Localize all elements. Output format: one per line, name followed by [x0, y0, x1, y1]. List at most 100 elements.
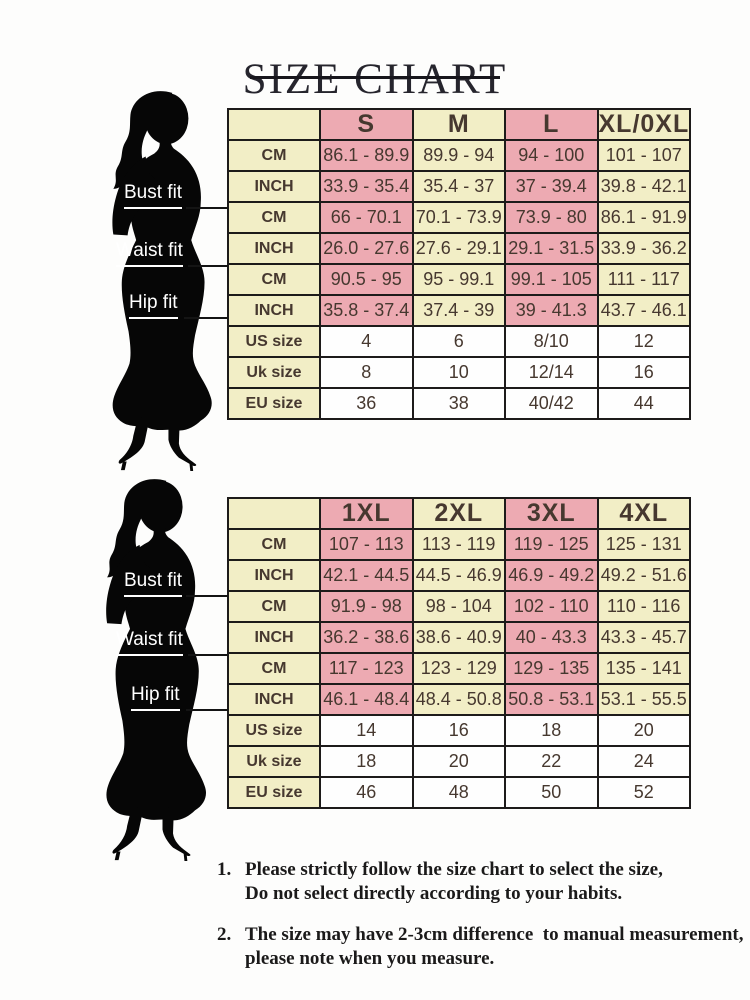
table-row: INCH 36.2 - 38.6 38.6 - 40.9 40 - 43.3 43.3 … — [227, 621, 691, 654]
size-value-cell: 18 — [319, 745, 414, 778]
size-value-cell: 33.9 - 36.2 — [596, 232, 691, 265]
size-value-cell: 107 - 113 — [319, 528, 414, 561]
table-row: US size 4 6 8/10 12 — [227, 325, 691, 358]
size-value-cell: 18 — [504, 714, 599, 747]
table-row: EU size 46 48 50 52 — [227, 776, 691, 809]
footnote-number: 2. — [217, 924, 232, 945]
size-column-header: 3XL — [504, 497, 599, 530]
size-value-cell: 110 - 116 — [596, 590, 691, 623]
size-value-cell: 50 — [504, 776, 599, 809]
row-label: INCH — [227, 621, 321, 654]
size-value-cell: 22 — [504, 745, 599, 778]
size-value-cell: 49.2 - 51.6 — [596, 559, 691, 592]
bust-leader-line — [186, 207, 228, 209]
table-row: CM 117 - 123 123 - 129 129 - 135 135 - 141 — [227, 652, 691, 685]
row-label: EU size — [227, 387, 321, 420]
footnote-line: Please strictly follow the size chart to… — [245, 859, 663, 880]
hip-leader-line — [186, 709, 228, 711]
title-underline — [250, 76, 500, 79]
size-value-cell: 73.9 - 80 — [504, 201, 599, 234]
size-column-header: 4XL — [596, 497, 691, 530]
size-value-cell: 37.4 - 39 — [411, 294, 506, 327]
table-row: CM 66 - 70.1 70.1 - 73.9 73.9 - 80 86.1 - 91… — [227, 201, 691, 234]
size-value-cell: 12 — [596, 325, 691, 358]
table-row: INCH 35.8 - 37.4 37.4 - 39 39 - 41.3 43.7 - … — [227, 294, 691, 327]
size-value-cell: 119 - 125 — [504, 528, 599, 561]
footnote-line: The size may have 2-3cm difference to ma… — [245, 924, 744, 945]
size-value-cell: 24 — [596, 745, 691, 778]
size-value-cell: 37 - 39.4 — [504, 170, 599, 203]
size-value-cell: 4 — [319, 325, 414, 358]
footnote-line: please note when you measure. — [245, 948, 495, 969]
size-value-cell: 8/10 — [504, 325, 599, 358]
size-value-cell: 50.8 - 53.1 — [504, 683, 599, 716]
size-value-cell: 6 — [411, 325, 506, 358]
footnote-2: 2. The size may have 2-3cm difference to… — [217, 923, 744, 971]
corner-cell — [227, 108, 321, 141]
size-value-cell: 113 - 119 — [411, 528, 506, 561]
table-row: INCH 42.1 - 44.5 44.5 - 46.9 46.9 - 49.2 49.… — [227, 559, 691, 592]
size-value-cell: 91.9 - 98 — [319, 590, 414, 623]
row-label: CM — [227, 528, 321, 561]
waist-leader-line — [188, 654, 228, 656]
table-row: CM 86.1 - 89.9 89.9 - 94 94 - 100 101 - 107 — [227, 139, 691, 172]
size-value-cell: 12/14 — [504, 356, 599, 389]
row-label: CM — [227, 652, 321, 685]
size-value-cell: 125 - 131 — [596, 528, 691, 561]
table-row: Uk size 8 10 12/14 16 — [227, 356, 691, 389]
size-column-header: L — [504, 108, 599, 141]
size-column-header: XL/0XL — [596, 108, 691, 141]
size-table-plus: 1XL 2XL 3XL 4XL CM 107 - 113 113 - 119 119 - 12… — [227, 497, 691, 809]
row-label: INCH — [227, 232, 321, 265]
size-value-cell: 86.1 - 91.9 — [596, 201, 691, 234]
row-label: EU size — [227, 776, 321, 809]
page-title: SIZE CHART — [242, 55, 508, 103]
table-row: CM 90.5 - 95 95 - 99.1 99.1 - 105 111 - 117 — [227, 263, 691, 296]
size-value-cell: 36.2 - 38.6 — [319, 621, 414, 654]
row-label: US size — [227, 714, 321, 747]
size-value-cell: 38 — [411, 387, 506, 420]
waist-leader-line — [188, 265, 228, 267]
size-value-cell: 48 — [411, 776, 506, 809]
size-value-cell: 33.9 - 35.4 — [319, 170, 414, 203]
size-value-cell: 46 — [319, 776, 414, 809]
table-row: INCH 26.0 - 27.6 27.6 - 29.1 29.1 - 31.5 33.… — [227, 232, 691, 265]
size-value-cell: 26.0 - 27.6 — [319, 232, 414, 265]
size-value-cell: 27.6 - 29.1 — [411, 232, 506, 265]
table-row: INCH 33.9 - 35.4 35.4 - 37 37 - 39.4 39.8 - … — [227, 170, 691, 203]
size-value-cell: 35.8 - 37.4 — [319, 294, 414, 327]
table-row: CM 91.9 - 98 98 - 104 102 - 110 110 - 116 — [227, 590, 691, 623]
size-value-cell: 70.1 - 73.9 — [411, 201, 506, 234]
row-label: INCH — [227, 294, 321, 327]
size-value-cell: 66 - 70.1 — [319, 201, 414, 234]
waist-fit-label: Waist fit — [116, 630, 183, 656]
bust-fit-label: Bust fit — [124, 571, 183, 597]
bust-leader-line — [186, 595, 228, 597]
size-value-cell: 53.1 - 55.5 — [596, 683, 691, 716]
size-column-header: 1XL — [319, 497, 414, 530]
size-value-cell: 40/42 — [504, 387, 599, 420]
woman-silhouette-2 — [77, 478, 227, 862]
waist-fit-label: Waist fit — [116, 241, 183, 267]
hip-leader-line — [184, 317, 228, 319]
size-value-cell: 10 — [411, 356, 506, 389]
footnotes: 1. Please strictly follow the size chart… — [217, 858, 744, 988]
table-row: EU size 36 38 40/42 44 — [227, 387, 691, 420]
table-row: Uk size 18 20 22 24 — [227, 745, 691, 778]
size-value-cell: 46.9 - 49.2 — [504, 559, 599, 592]
size-value-cell: 94 - 100 — [504, 139, 599, 172]
row-label: Uk size — [227, 356, 321, 389]
size-value-cell: 20 — [596, 714, 691, 747]
size-value-cell: 129 - 135 — [504, 652, 599, 685]
size-value-cell: 48.4 - 50.8 — [411, 683, 506, 716]
table-row: CM 107 - 113 113 - 119 119 - 125 125 - 131 — [227, 528, 691, 561]
size-value-cell: 99.1 - 105 — [504, 263, 599, 296]
size-value-cell: 43.7 - 46.1 — [596, 294, 691, 327]
row-label: CM — [227, 201, 321, 234]
row-label: INCH — [227, 559, 321, 592]
footnote-line: Do not select directly according to your… — [245, 883, 623, 904]
hip-fit-label: Hip fit — [129, 293, 178, 319]
size-value-cell: 86.1 - 89.9 — [319, 139, 414, 172]
size-value-cell: 44.5 - 46.9 — [411, 559, 506, 592]
